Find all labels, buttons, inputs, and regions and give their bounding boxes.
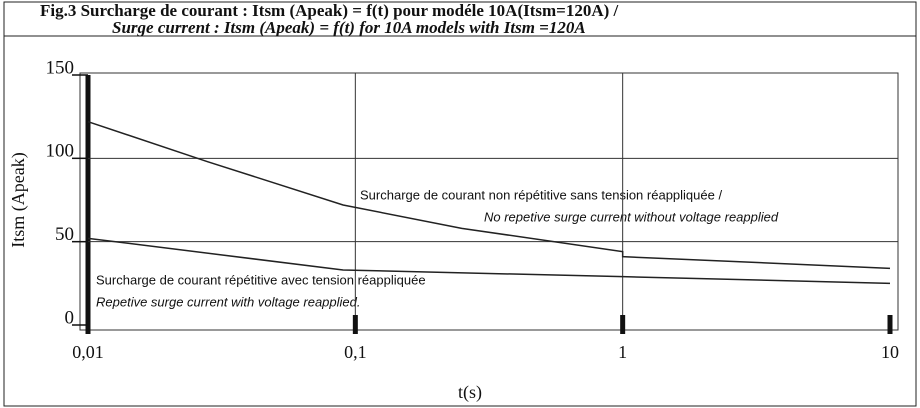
x-tick-label: 0,1 (344, 342, 367, 362)
frame (3, 1, 917, 407)
y-tick-label: 0 (65, 307, 75, 328)
annotation: Repetive surge current with voltage reap… (96, 294, 360, 309)
x-tick-label: 10 (881, 342, 899, 362)
annotation: No repetive surge current without voltag… (484, 209, 779, 224)
x-tick-label: 0,01 (72, 342, 104, 362)
data-line (87, 237, 891, 285)
y-tick-label: 50 (55, 224, 74, 245)
x-axis-label: t(s) (458, 382, 482, 403)
y-tick-label: 100 (46, 141, 75, 162)
chart-subtitle: Surge current : Itsm (Apeak) = f(t) for … (112, 18, 586, 37)
plot-box (79, 72, 899, 331)
y-axis-label: Itsm (Apeak) (8, 152, 29, 247)
x-tick-label: 1 (618, 342, 627, 362)
chart-title: Fig.3 Surcharge de courant : Itsm (Apeak… (40, 1, 619, 20)
series-label: Surcharge de courant non répétitive sans… (360, 187, 722, 202)
data-line (87, 120, 891, 270)
y-tick-label: 150 (46, 57, 75, 78)
series-label: Surcharge de courant répétitive avec ten… (96, 272, 426, 287)
